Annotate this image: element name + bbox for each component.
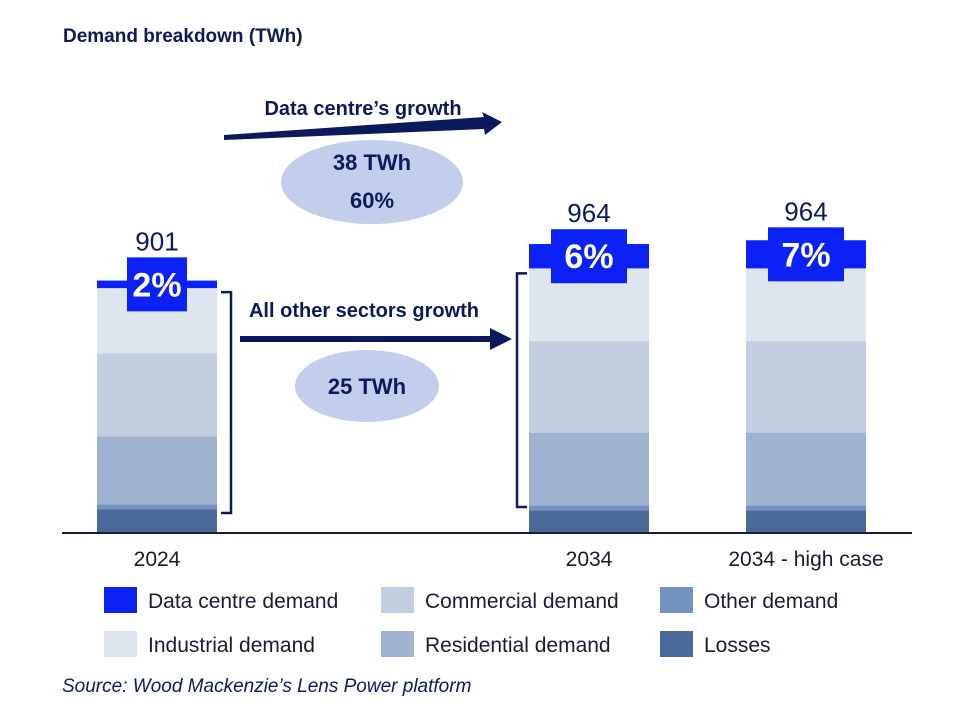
bar-segment-residential-demand-2024 — [97, 436, 217, 505]
legend-label-commercial-demand: Commercial demand — [425, 590, 619, 613]
bar-segment-other-demand-2034-high-case — [746, 505, 866, 511]
ellipse-text-pct: 60% — [350, 188, 394, 213]
total-label-2034: 964 — [567, 198, 610, 228]
x-tick-2034-high-case: 2034 - high case — [728, 548, 883, 571]
source-note: Source: Wood Mackenzie’s Lens Power plat… — [62, 676, 471, 697]
bar-segment-losses-2024 — [97, 509, 217, 533]
data-centre-share-badge-2024 — [127, 257, 187, 312]
bar-segment-other-demand-2024 — [97, 504, 217, 510]
arrow-label-other-sectors-growth: All other sectors growth — [249, 300, 479, 322]
bar-segment-other-demand-2034 — [529, 505, 649, 511]
legend-label-losses: Losses — [704, 634, 771, 657]
ellipse-text-twh: 38 TWh — [333, 150, 411, 175]
legend-swatch-losses — [660, 631, 693, 657]
x-tick-labels: 2024 2034 2034 - high case — [134, 548, 884, 571]
data-centre-share-badge-2034 — [551, 229, 627, 284]
bars-layer: 2% 901 6% 964 7% 964 — [97, 196, 866, 533]
bar-segment-commercial-demand-2034-high-case — [746, 341, 866, 433]
total-label-2024: 901 — [135, 226, 178, 256]
bar-segment-losses-2034-high-case — [746, 510, 866, 533]
legend-label-data-centre-demand: Data centre demand — [148, 590, 338, 613]
bracket-2034 — [515, 272, 527, 509]
arrow-data-centre-growth — [224, 112, 502, 140]
ellipse-text-other-twh: 25 TWh — [328, 374, 406, 399]
ellipse-other-sectors-growth — [295, 350, 439, 422]
bracket-2024 — [221, 290, 233, 515]
chart-title: Demand breakdown (TWh) — [63, 26, 303, 47]
legend-swatch-industrial-demand — [104, 631, 137, 657]
ellipse-data-centre-growth — [281, 140, 463, 224]
data-centre-share-label-2024: 2% — [132, 266, 181, 304]
legend-swatch-residential-demand — [381, 631, 414, 657]
x-tick-2024: 2024 — [134, 548, 181, 571]
total-label-2034-high-case: 964 — [784, 196, 827, 226]
data-centre-share-label-2034-high-case: 7% — [781, 236, 830, 274]
legend-label-other-demand: Other demand — [704, 590, 838, 613]
arrow-label-data-centre-growth: Data centre’s growth — [264, 98, 461, 120]
legend-swatch-other-demand — [660, 587, 693, 613]
bar-segment-losses-2034 — [529, 510, 649, 533]
legend-label-residential-demand: Residential demand — [425, 634, 611, 657]
legend-label-industrial-demand: Industrial demand — [148, 634, 315, 657]
legend-swatch-commercial-demand — [381, 587, 414, 613]
data-centre-share-badge-2034-high-case — [768, 227, 844, 282]
bar-segment-residential-demand-2034 — [529, 432, 649, 506]
legend-swatch-data-centre-demand — [104, 587, 137, 613]
arrow-other-sectors-growth — [240, 328, 512, 350]
annotations-layer: Data centre’s growth 38 TWh 60% All other s… — [221, 98, 527, 515]
bar-segment-commercial-demand-2024 — [97, 353, 217, 437]
x-tick-2034: 2034 — [566, 548, 613, 571]
data-centre-share-label-2034: 6% — [564, 238, 613, 276]
bar-segment-commercial-demand-2034 — [529, 341, 649, 433]
legend: Data centre demand Commercial demand Other… — [104, 587, 838, 657]
bar-segment-residential-demand-2034-high-case — [746, 432, 866, 506]
